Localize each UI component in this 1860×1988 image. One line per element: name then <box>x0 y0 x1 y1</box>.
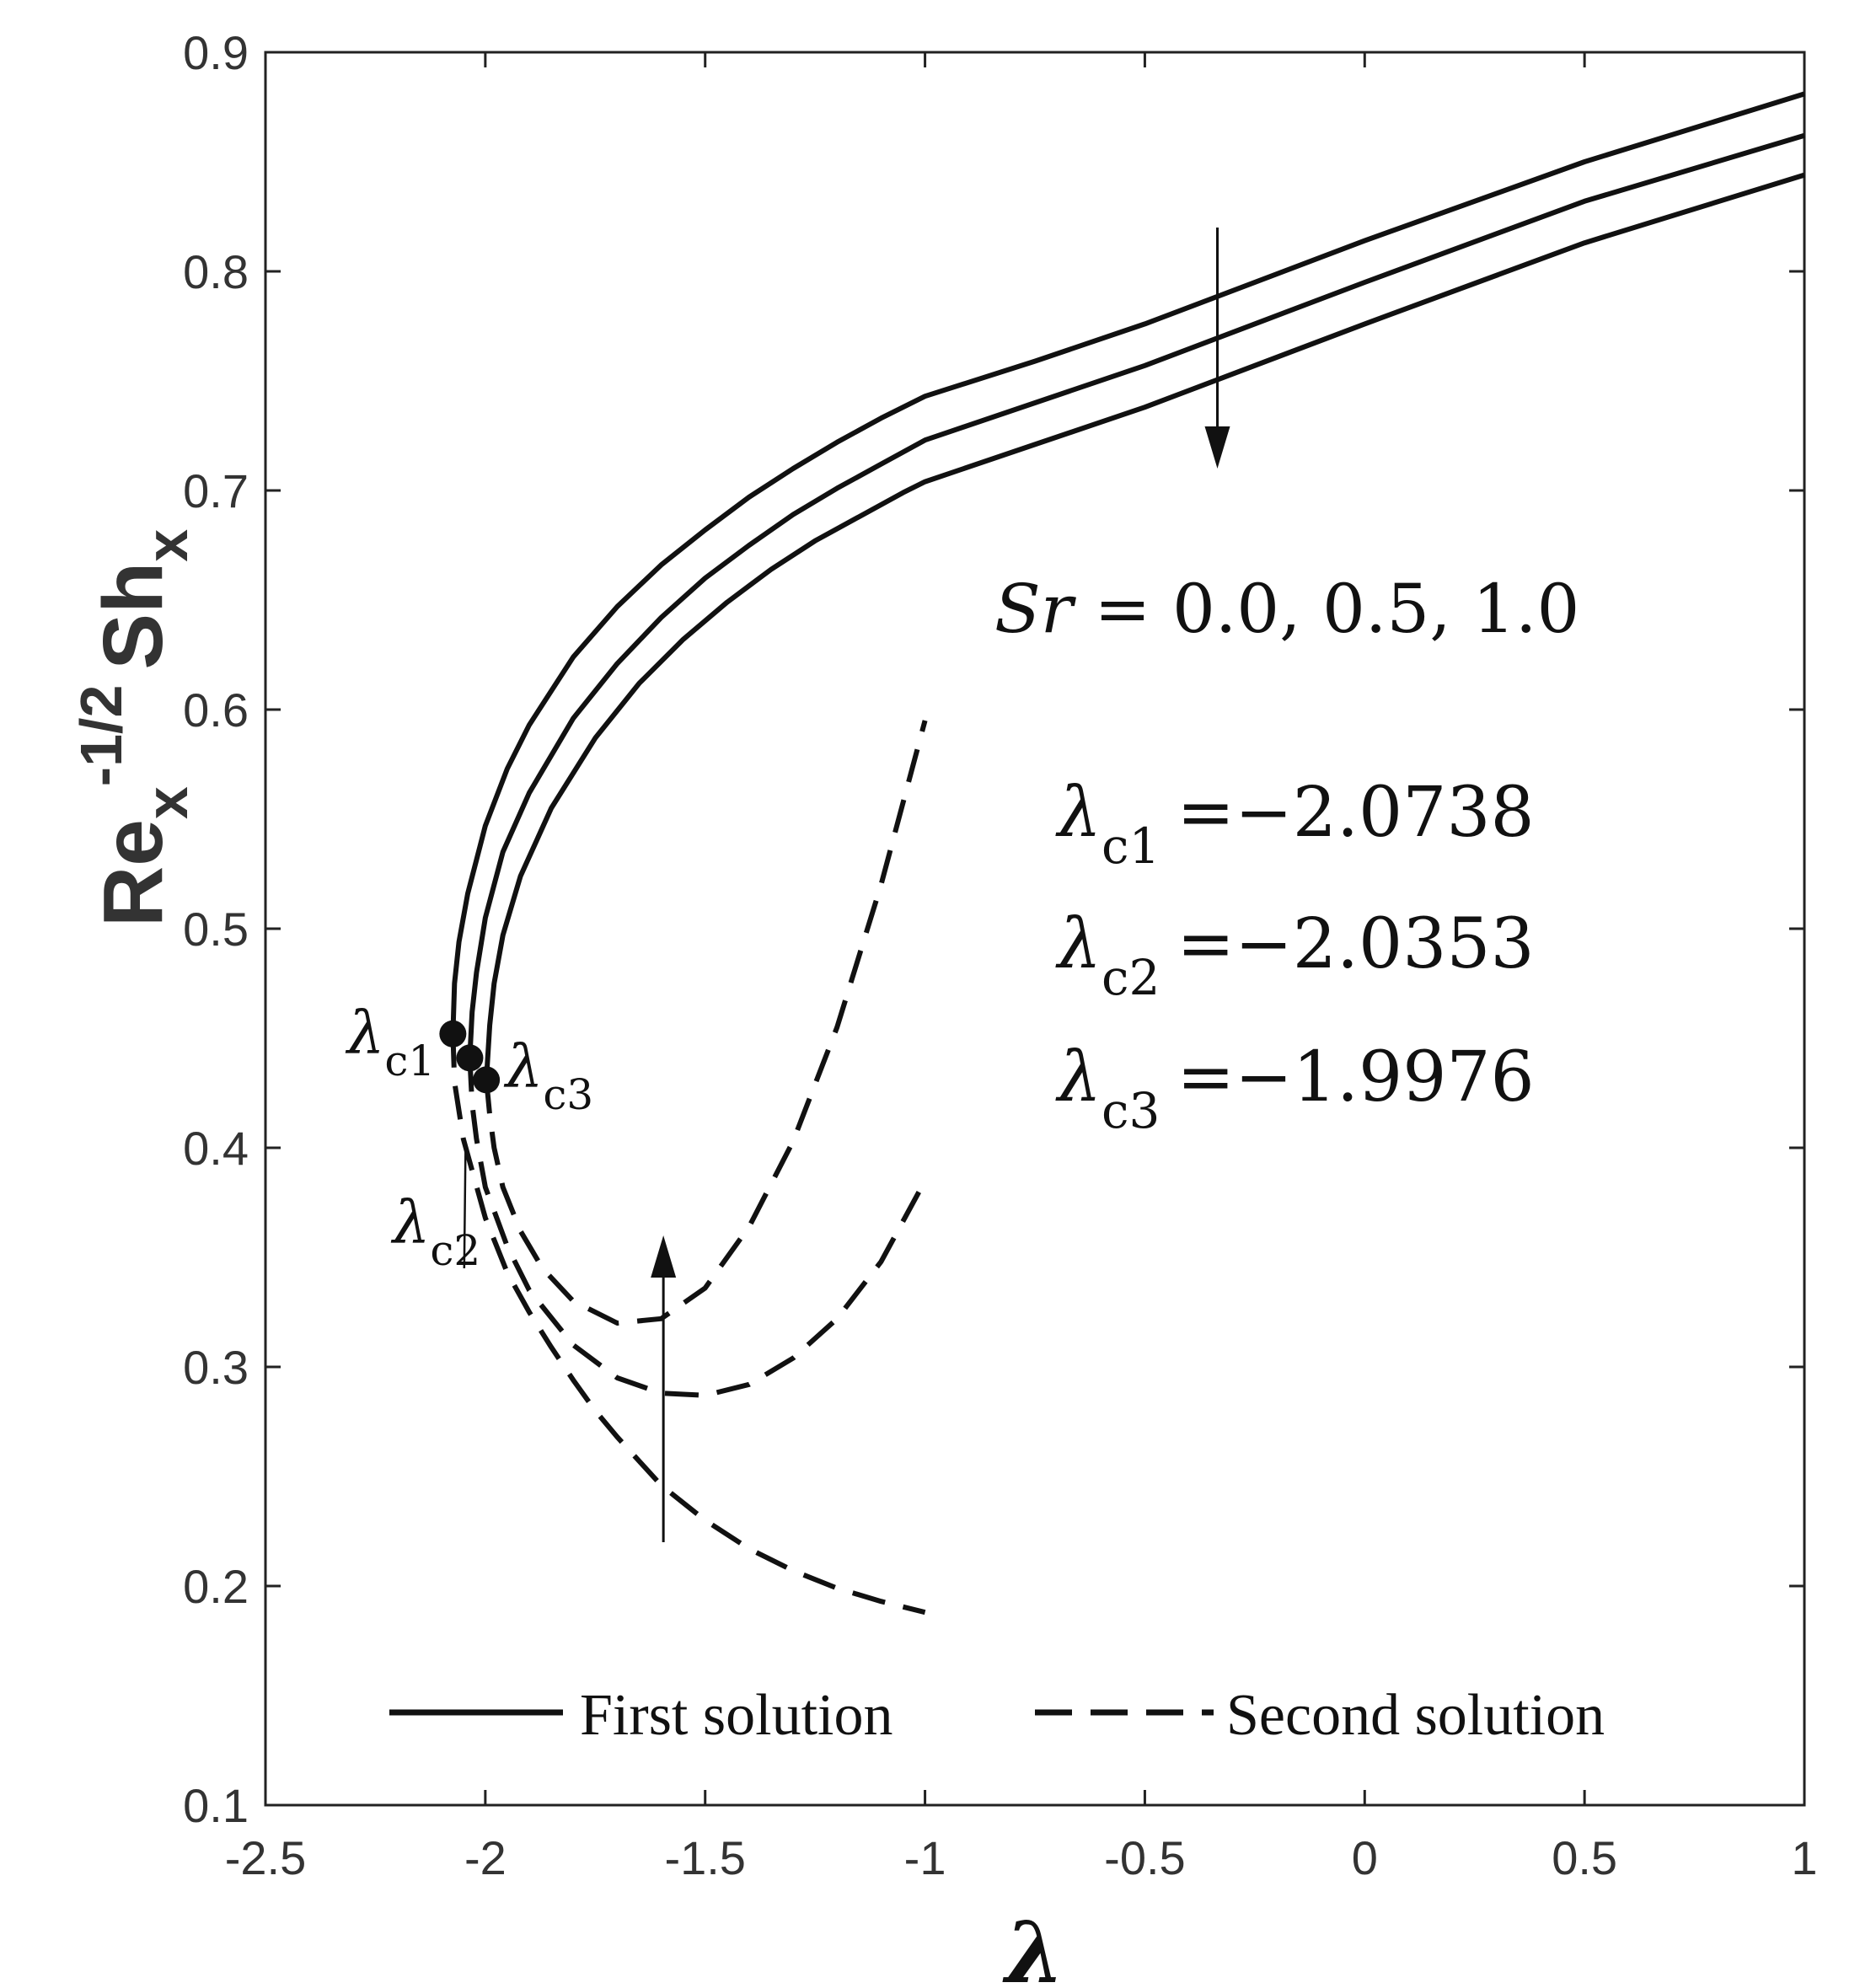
arrow-down-head <box>1204 426 1230 469</box>
critical-value-c2: λc2 =−2.0353 <box>1055 904 1535 1006</box>
y-tick-label: 0.2 <box>183 1560 249 1613</box>
point-label-c1-sub: c1 <box>384 1037 435 1085</box>
critical-value-c1: λc1 =−2.0738 <box>1055 773 1535 875</box>
critical-sub-c3: c3 <box>1102 1082 1160 1139</box>
legend-label-second: Second solution <box>1226 1683 1605 1748</box>
legend-label-first: First solution <box>580 1683 892 1748</box>
y-tick-label: 0.4 <box>183 1122 249 1175</box>
y-axis-title-base-sub: x <box>134 786 200 819</box>
x-tick-label: -2 <box>464 1831 507 1884</box>
point-label-c3: λc3 <box>503 1032 593 1119</box>
critical-points <box>439 1020 501 1094</box>
critical-symbol-c1: λ <box>1055 773 1102 853</box>
point-label-c3-symbol: λ <box>503 1032 543 1101</box>
critical-point-c3 <box>473 1066 501 1094</box>
critical-val-c1: =−2.0738 <box>1177 773 1534 853</box>
critical-point-c2 <box>456 1044 484 1072</box>
series-group <box>450 91 1805 1616</box>
point-label-c1-symbol: λ <box>345 999 384 1068</box>
y-tick-label: 0.3 <box>183 1341 249 1394</box>
arrow-up-head <box>651 1235 677 1278</box>
critical-val-c2: =−2.0353 <box>1177 904 1534 984</box>
y-tick-label: 0.7 <box>183 464 249 517</box>
x-axis-title: λ <box>1002 1903 1064 1988</box>
critical-symbol-c2: λ <box>1055 904 1102 984</box>
critical-symbol-c3: λ <box>1055 1037 1102 1117</box>
point-label-c1: λc1 <box>345 999 435 1085</box>
y-tick-label: 0.6 <box>183 683 249 737</box>
y-axis-title-second: Sh <box>86 562 180 670</box>
first-solution-line-3 <box>484 172 1805 1080</box>
x-tick-label: -2.5 <box>225 1831 307 1884</box>
second-solution-line-1 <box>450 1033 926 1616</box>
x-axis: -2.5 -2 -1.5 -1 -0.5 0 0.5 1 <box>225 52 1818 1884</box>
second-solution-line-2 <box>467 1058 928 1398</box>
first-solution-line-2 <box>467 132 1805 1058</box>
point-label-c3-sub: c3 <box>543 1070 593 1119</box>
y-axis-title-exponent: -1/2 <box>68 685 134 787</box>
annotation-arrows <box>463 228 1230 1542</box>
critical-value-c3: λc3 =−1.9976 <box>1055 1037 1535 1139</box>
point-label-c2-symbol: λ <box>390 1188 430 1257</box>
point-label-c2-sub: c2 <box>430 1226 480 1275</box>
y-axis-title-base: Re <box>86 819 180 927</box>
y-tick-label: 0.1 <box>183 1779 249 1832</box>
x-tick-label: 0 <box>1352 1831 1378 1884</box>
x-tick-label: 0.5 <box>1552 1831 1617 1884</box>
critical-sub-c1: c1 <box>1102 817 1160 875</box>
sr-values: = 0.0, 0.5, 1.0 <box>1073 570 1579 648</box>
sr-var: Sr <box>994 570 1077 648</box>
x-tick-label: 1 <box>1791 1831 1817 1884</box>
y-axis-title: Rex-1/2Shx <box>68 529 200 927</box>
y-tick-label: 0.5 <box>183 903 249 956</box>
legend: First solution Second solution <box>389 1683 1605 1748</box>
x-tick-label: -0.5 <box>1104 1831 1186 1884</box>
first-solution-line-1 <box>450 91 1805 1034</box>
y-tick-label: 0.9 <box>183 26 249 79</box>
y-tick-label: 0.8 <box>183 245 249 298</box>
second-solution-line-3 <box>484 720 928 1326</box>
y-axis-title-second-sub: x <box>134 529 200 562</box>
c2-leader-line <box>463 1147 467 1269</box>
point-label-c2: λc2 <box>390 1188 480 1275</box>
critical-sub-c2: c2 <box>1102 949 1160 1006</box>
critical-val-c3: =−1.9976 <box>1177 1037 1534 1117</box>
sr-annotation: Sr = 0.0, 0.5, 1.0 <box>994 570 1579 648</box>
y-axis: 0.1 0.2 0.3 0.4 0.5 0.6 0.7 0.8 0.9 <box>183 26 1804 1832</box>
x-tick-label: -1.5 <box>664 1831 746 1884</box>
critical-point-c1 <box>439 1020 467 1048</box>
x-tick-label: -1 <box>904 1831 946 1884</box>
